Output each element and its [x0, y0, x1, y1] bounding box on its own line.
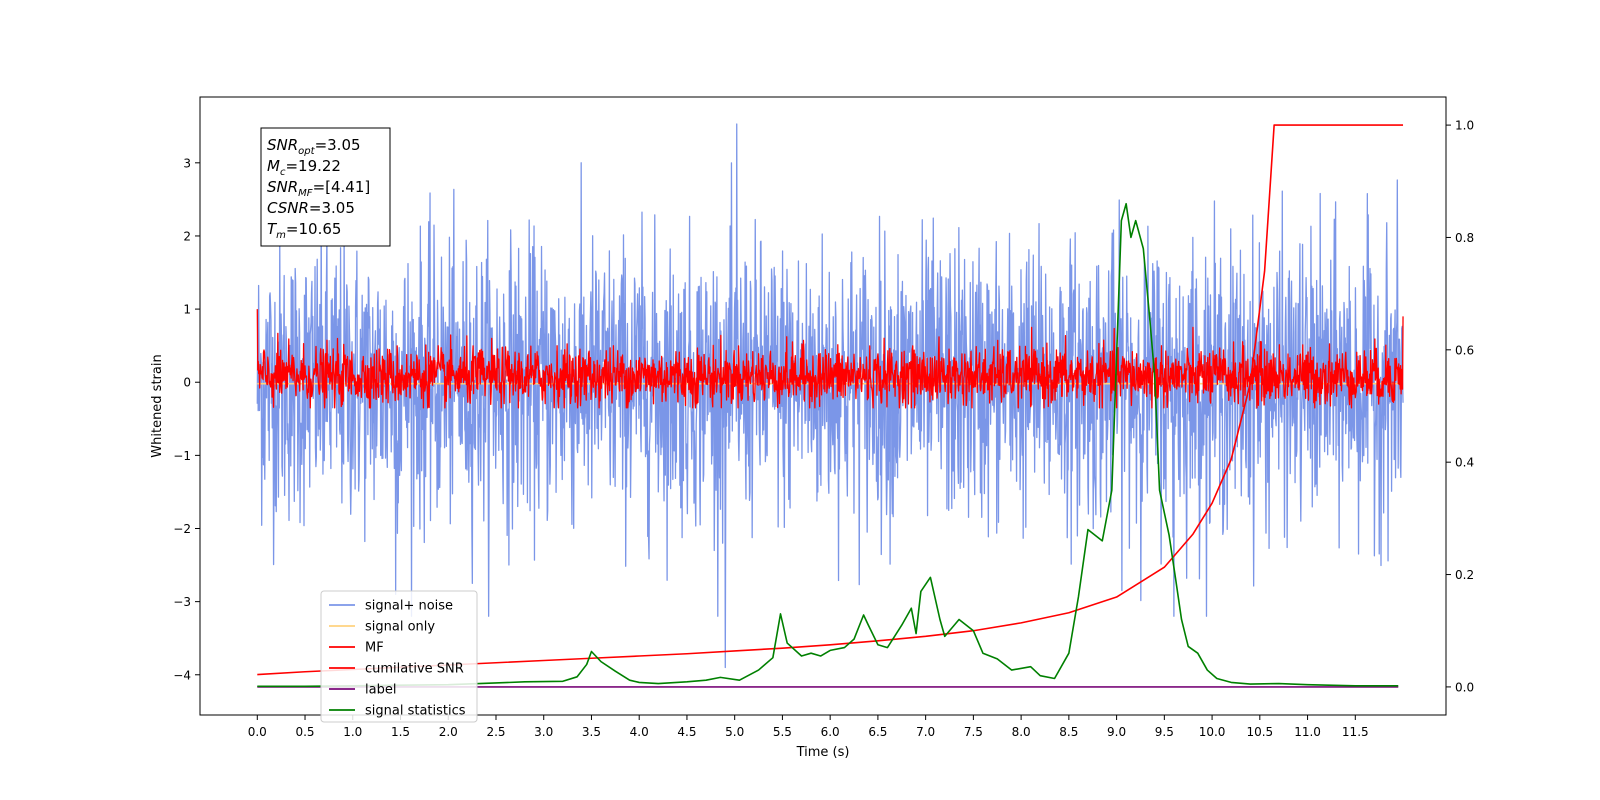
series-signal-statistics [257, 202, 1399, 688]
x-tick-label: 6.0 [821, 725, 840, 739]
x-tick-label: 4.5 [677, 725, 696, 739]
legend-item-signal-only: signal only [329, 620, 435, 635]
x-tick-label: 3.5 [582, 725, 601, 739]
x-tick-label: 6.5 [868, 725, 887, 739]
annotation-frame [260, 127, 391, 247]
annotation-box: SNRopt=3.05Mc=19.22SNRMF=[4.41]CSNR=3.05… [260, 127, 391, 247]
x-tick-label: 9.0 [1107, 725, 1126, 739]
y-tick-label: 2 [183, 229, 191, 243]
y2-axis: 0.0 0.2 0.4 0.6 0.8 1.0 [1446, 119, 1474, 694]
y-tick-label: −1 [173, 449, 191, 463]
y-tick-label: 0 [183, 376, 191, 390]
x-tick-label: 5.5 [773, 725, 792, 739]
x-tick-label: 2.5 [486, 725, 505, 739]
x-axis-label: Time (s) [796, 745, 850, 760]
y-tick-label: −3 [173, 595, 191, 609]
legend-label: signal statistics [365, 704, 466, 719]
x-axis: 0.0 0.5 1.0 1.5 2.0 2.5 3.0 3.5 4.0 4.5 5.0 5.5 6.0 6… [248, 715, 1369, 739]
legend-item-signal-statistics: signal statistics [329, 704, 466, 719]
y-axis: −4 −3 −2 −1 0 1 2 3 [173, 156, 200, 682]
y2-tick-label: 0.8 [1455, 231, 1474, 245]
x-tick-label: 11.5 [1342, 725, 1369, 739]
y-tick-label: 3 [183, 156, 191, 170]
legend: signal+ noise signal only MF cumilative SNR… [320, 590, 478, 723]
y2-tick-label: 0.2 [1455, 568, 1474, 582]
series-signal-noise [256, 123, 1404, 669]
y-tick-label: −4 [173, 668, 191, 682]
x-tick-label: 7.0 [916, 725, 935, 739]
legend-label: signal only [365, 620, 435, 635]
y2-tick-label: 1.0 [1455, 119, 1474, 133]
x-tick-label: 5.0 [725, 725, 744, 739]
x-tick-label: 1.0 [343, 725, 362, 739]
x-tick-label: 11.0 [1294, 725, 1321, 739]
annotation-line: SNRopt=3.05 [267, 136, 361, 157]
legend-item-cumilative-snr: cumilative SNR [329, 662, 464, 677]
x-tick-label: 7.5 [964, 725, 983, 739]
y-axis-label: Whitened strain [150, 354, 165, 457]
y-tick-label: 1 [183, 303, 191, 317]
annotation-line: SNRMF=[4.41] [267, 178, 370, 199]
x-tick-label: 9.5 [1155, 725, 1174, 739]
legend-label: signal+ noise [365, 599, 453, 614]
x-tick-label: 3.0 [534, 725, 553, 739]
plot-frame [199, 96, 1447, 716]
y2-tick-label: 0.6 [1455, 343, 1474, 357]
y2-tick-label: 0.4 [1455, 456, 1474, 470]
x-tick-label: 8.5 [1059, 725, 1078, 739]
legend-item-label: label [329, 683, 396, 698]
series-mf [256, 309, 1404, 409]
legend-label: cumilative SNR [365, 662, 464, 677]
x-tick-label: 8.0 [1012, 725, 1031, 739]
x-tick-label: 10.5 [1246, 725, 1273, 739]
x-tick-label: 1.5 [391, 725, 410, 739]
x-tick-label: 0.5 [295, 725, 314, 739]
legend-label: label [365, 683, 396, 698]
legend-item-mf: MF [329, 641, 384, 656]
annotation-line: CSNR=3.05 [267, 199, 355, 217]
legend-label: MF [365, 641, 384, 656]
annotation-line: Mc=19.22 [267, 157, 341, 178]
x-tick-label: 0.0 [248, 725, 267, 739]
x-tick-label: 10.0 [1199, 725, 1226, 739]
y2-tick-label: 0.0 [1455, 680, 1474, 694]
legend-frame [320, 590, 478, 723]
y-tick-label: −2 [173, 522, 191, 536]
legend-item-signal-noise: signal+ noise [329, 599, 453, 614]
annotation-line: Tm=10.65 [267, 220, 341, 241]
x-tick-label: 4.0 [630, 725, 649, 739]
x-tick-label: 2.0 [439, 725, 458, 739]
